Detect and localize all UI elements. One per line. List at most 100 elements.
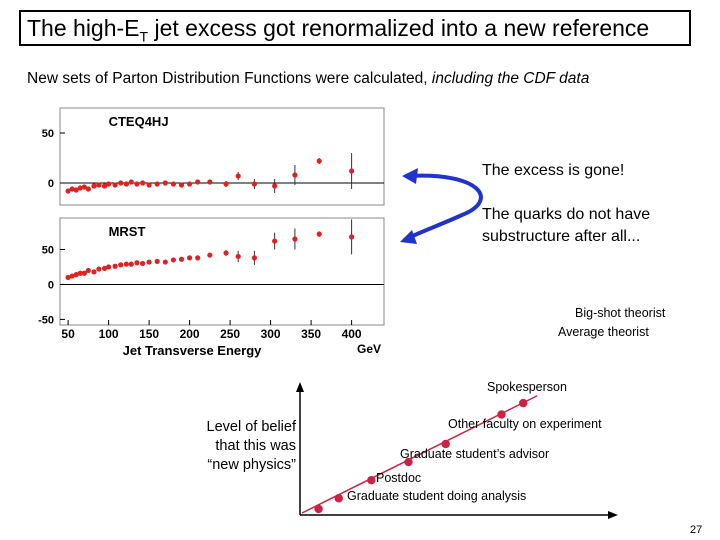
cteq-data-point (170, 181, 176, 187)
cteq-data-point (134, 181, 140, 187)
cteq-data-point (91, 183, 97, 189)
xtick-label: 100 (99, 327, 119, 341)
cteq-data-point (292, 172, 298, 178)
mrst-data-point (85, 267, 91, 274)
mrst-panel-frame (59, 217, 385, 326)
cteq-data-point (235, 173, 241, 179)
belief-point-label: Graduate student doing analysis (347, 489, 526, 503)
mrst-data-point (178, 256, 185, 262)
cteq-data-point (223, 181, 229, 187)
mrst-data-point (272, 238, 278, 244)
belief-label-line3: “new physics” (207, 457, 296, 473)
mrst-ytick-label: -50 (38, 314, 54, 326)
belief-label-line2: that this was (215, 438, 296, 454)
mrst-data-point (65, 274, 71, 281)
title-main-text: The high-E (27, 15, 140, 41)
mrst-data-point (170, 257, 176, 263)
mrst-ytick-label: 0 (48, 279, 54, 291)
mrst-data-point (349, 234, 355, 240)
slide-number: 27 (690, 524, 703, 536)
mrst-data-point (187, 255, 193, 261)
belief-point (441, 439, 450, 449)
mrst-panel-label: MRST (109, 224, 146, 239)
xtick-label: 300 (261, 327, 281, 341)
belief-point (367, 475, 376, 485)
callout-quarks-line1: The quarks do not have (482, 206, 651, 223)
belief-point (404, 457, 413, 467)
cteq-data-point (69, 186, 75, 192)
mrst-data-point (118, 262, 124, 268)
mrst-data-point (96, 266, 102, 272)
belief-y-axis-arrowhead (296, 382, 304, 392)
mrst-data-point (91, 269, 97, 275)
mrst-data-point (195, 255, 201, 261)
callout-quarks: The quarks do not have substructure afte… (482, 204, 650, 248)
cteq-panel-frame (59, 107, 385, 206)
cteq-data-point (251, 181, 257, 187)
mrst-data-point (81, 270, 87, 276)
arrow-head-bottom (400, 230, 417, 244)
xtick-label: 250 (220, 327, 240, 341)
cteq-data-point (272, 183, 278, 189)
cteq-panel-label: CTEQ4HJ (109, 114, 169, 129)
cteq-data-point (195, 179, 201, 185)
belief-point-label: Big-shot theorist (575, 306, 666, 320)
xtick-label: 50 (61, 327, 75, 341)
x-axis-title: Jet Transverse Energy (123, 343, 263, 358)
cteq-data-point (349, 168, 355, 174)
title-rest-text: jet excess got renormalized into a new r… (148, 15, 650, 41)
belief-point-label: Graduate student’s advisor (400, 447, 549, 461)
belief-point (334, 494, 343, 503)
belief-axis-label: Level of belief that this was “new physi… (178, 418, 296, 475)
cteq-data-point (118, 180, 124, 186)
slide-title: The high-ET jet excess got renormalized … (27, 14, 649, 51)
cteq-ytick-label: 50 (42, 128, 54, 140)
cteq-data-point (73, 187, 79, 193)
arrow-head-top (402, 168, 418, 184)
xtick-label: 150 (139, 327, 159, 341)
mrst-data-point (73, 272, 79, 278)
mrst-data-point (69, 273, 75, 279)
title-subscript: T (139, 28, 149, 45)
mrst-data-point (235, 253, 241, 260)
mrst-data-point (316, 231, 322, 237)
cteq-data-point (207, 179, 213, 185)
subtitle-italic-text: including the CDF data (431, 70, 590, 87)
cteq-data-point (316, 158, 322, 164)
cteq-data-point (96, 182, 102, 188)
cteq-data-point (178, 182, 185, 188)
xtick-label: 400 (342, 327, 362, 341)
cteq-data-point (101, 183, 108, 189)
belief-point-label: Postdoc (376, 471, 421, 485)
mrst-data-point (123, 261, 130, 267)
xtick-label: 200 (180, 327, 200, 341)
cteq-data-point (154, 181, 160, 187)
cteq-ytick-label: 0 (48, 178, 54, 190)
cteq-data-point (140, 180, 146, 186)
cteq-data-point (123, 181, 130, 187)
mrst-ytick-label: 50 (42, 244, 54, 256)
title-frame (19, 10, 691, 46)
mrst-data-point (207, 252, 213, 258)
belief-label-line1: Level of belief (206, 419, 296, 435)
mrst-data-point (101, 265, 108, 271)
belief-x-axis-arrowhead (608, 511, 618, 519)
mrst-data-point (146, 259, 152, 265)
belief-point (497, 410, 506, 419)
cteq-data-point (128, 179, 134, 185)
cteq-data-point (162, 180, 168, 186)
mrst-data-point (154, 258, 160, 264)
callout-excess-gone: The excess is gone! (482, 162, 625, 179)
cteq-data-point (146, 182, 152, 188)
callout-quarks-line2: substructure after all... (482, 228, 641, 245)
curved-arrow (403, 173, 483, 242)
mrst-data-point (162, 259, 168, 265)
mrst-data-point (223, 250, 229, 256)
belief-point-label: Spokesperson (487, 380, 567, 394)
mrst-data-point (251, 255, 257, 261)
xtick-label: 350 (301, 327, 321, 341)
mrst-data-point (292, 236, 298, 242)
mrst-data-point (112, 263, 118, 269)
mrst-data-point (128, 261, 134, 267)
